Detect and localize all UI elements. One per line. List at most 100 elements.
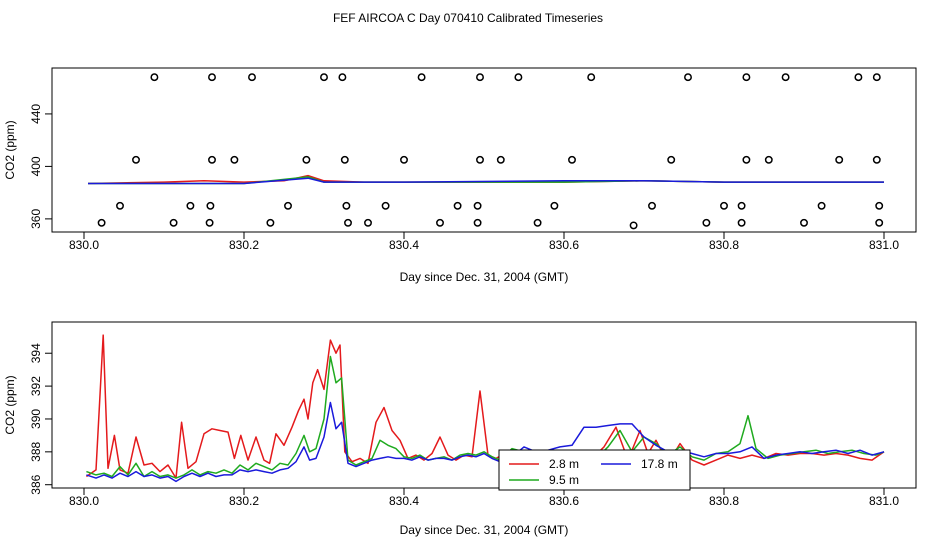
top-x-tick-label: 830.4 [389,238,419,252]
top-series-lines [87,174,884,185]
calibration-point [338,73,347,82]
calibration-point [186,201,195,210]
top-calibration-points [97,73,884,230]
calibration-point [208,155,216,164]
top-x-axis-label: Day since Dec. 31, 2004 (GMT) [400,270,569,284]
calibration-point [496,155,505,164]
bottom-y-tick-label: 388 [29,442,43,462]
calibration-point [132,155,140,164]
top-x-tick-label: 830.6 [549,238,579,252]
bottom-x-axis: 830.0 830.2 830.4 830.6 830.8 831.0 [69,488,899,508]
top-y-axis: 360 400 440 [29,104,52,229]
calibration-point [230,155,239,164]
calibration-point [150,73,159,82]
top-x-tick-label: 831.0 [869,238,899,252]
bottom-panel: 830.0 830.2 830.4 830.6 830.8 831.0 386 388 390… [3,321,917,537]
calibration-point [533,218,542,227]
calibration-point [453,201,462,210]
calibration-point [417,73,426,82]
calibration-point [302,155,311,164]
calibration-point [875,201,884,210]
calibration-point [320,73,328,82]
bottom-y-axis: 386 388 390 392 394 [29,343,52,495]
calibration-point [116,201,124,210]
calibration-point [284,201,292,210]
calibration-point [817,201,826,210]
top-y-tick-label: 440 [29,104,43,124]
calibration-point [737,201,746,210]
calibration-point [648,201,656,210]
calibration-point [169,218,178,227]
top-y-tick-label: 400 [29,156,43,176]
calibration-point [737,218,746,227]
bottom-series-lines [85,334,885,483]
bottom-x-tick-label: 831.0 [869,494,899,508]
calibration-point [205,218,214,227]
top-series-17-8-mline [88,177,884,185]
bottom-y-tick-label: 394 [29,343,43,363]
calibration-point [764,155,773,164]
calibration-point [381,201,390,210]
legend-box [498,449,691,491]
bottom-x-tick-label: 830.2 [229,494,259,508]
calibration-point [514,73,523,82]
top-x-tick-label: 830.0 [69,238,99,252]
legend: 2.8 m 9.5 m 17.8 m [498,449,691,491]
calibration-point [720,201,728,210]
top-y-axis-label: CO2 (ppm) [3,120,17,179]
bottom-series-2-8-mline [85,334,885,479]
bottom-x-tick-label: 830.0 [69,494,99,508]
calibration-point [587,73,596,82]
calibration-point [97,218,106,227]
top-y-tick-label: 360 [29,209,43,229]
calibration-point [872,155,881,164]
bottom-series-9-5-mline [86,355,885,479]
calibration-point [835,155,844,164]
legend-label: 9.5 m [549,473,579,487]
calibration-point [875,218,884,227]
calibration-point [702,218,711,227]
calibration-point [266,218,275,227]
bottom-y-tick-label: 390 [29,409,43,429]
calibration-point [208,73,216,82]
calibration-point [473,201,482,210]
calibration-point [667,155,676,164]
bottom-y-axis-label: CO2 (ppm) [3,375,17,434]
top-x-tick-label: 830.2 [229,238,259,252]
calibration-point [340,155,349,164]
bottom-x-tick-label: 830.6 [549,494,579,508]
bottom-plot-frame [51,321,917,489]
calibration-point [800,218,808,227]
calibration-point [473,218,482,227]
calibration-point [344,218,352,227]
calibration-point [742,155,751,164]
calibration-point [476,155,484,164]
legend-label: 17.8 m [641,457,678,471]
bottom-series-17-8-mline [86,401,885,483]
bottom-y-tick-label: 392 [29,376,43,396]
bottom-x-tick-label: 830.8 [709,494,739,508]
calibration-point [248,73,256,82]
calibration-point [872,73,881,82]
top-plot-frame [51,67,917,233]
top-x-axis: 830.0 830.2 830.4 830.6 830.8 831.0 [69,232,899,252]
calibration-point [684,73,692,82]
calibration-point [742,73,751,82]
bottom-x-axis-label: Day since Dec. 31, 2004 (GMT) [400,523,569,537]
calibration-point [436,218,444,227]
calibration-point [476,73,484,82]
figure-title: FEF AIRCOA C Day 070410 Calibrated Times… [333,11,603,25]
calibration-point [854,73,863,82]
calibration-point [629,221,638,230]
top-x-tick-label: 830.8 [709,238,739,252]
legend-label: 2.8 m [549,457,579,471]
top-panel: 830.0 830.2 830.4 830.6 830.8 831.0 360 400 440… [3,67,917,284]
calibration-point [206,201,215,210]
calibration-point [400,155,408,164]
calibration-point [364,218,372,227]
calibration-point [568,155,576,164]
calibration-point [342,201,351,210]
calibration-point [550,201,559,210]
calibration-point [781,73,790,82]
